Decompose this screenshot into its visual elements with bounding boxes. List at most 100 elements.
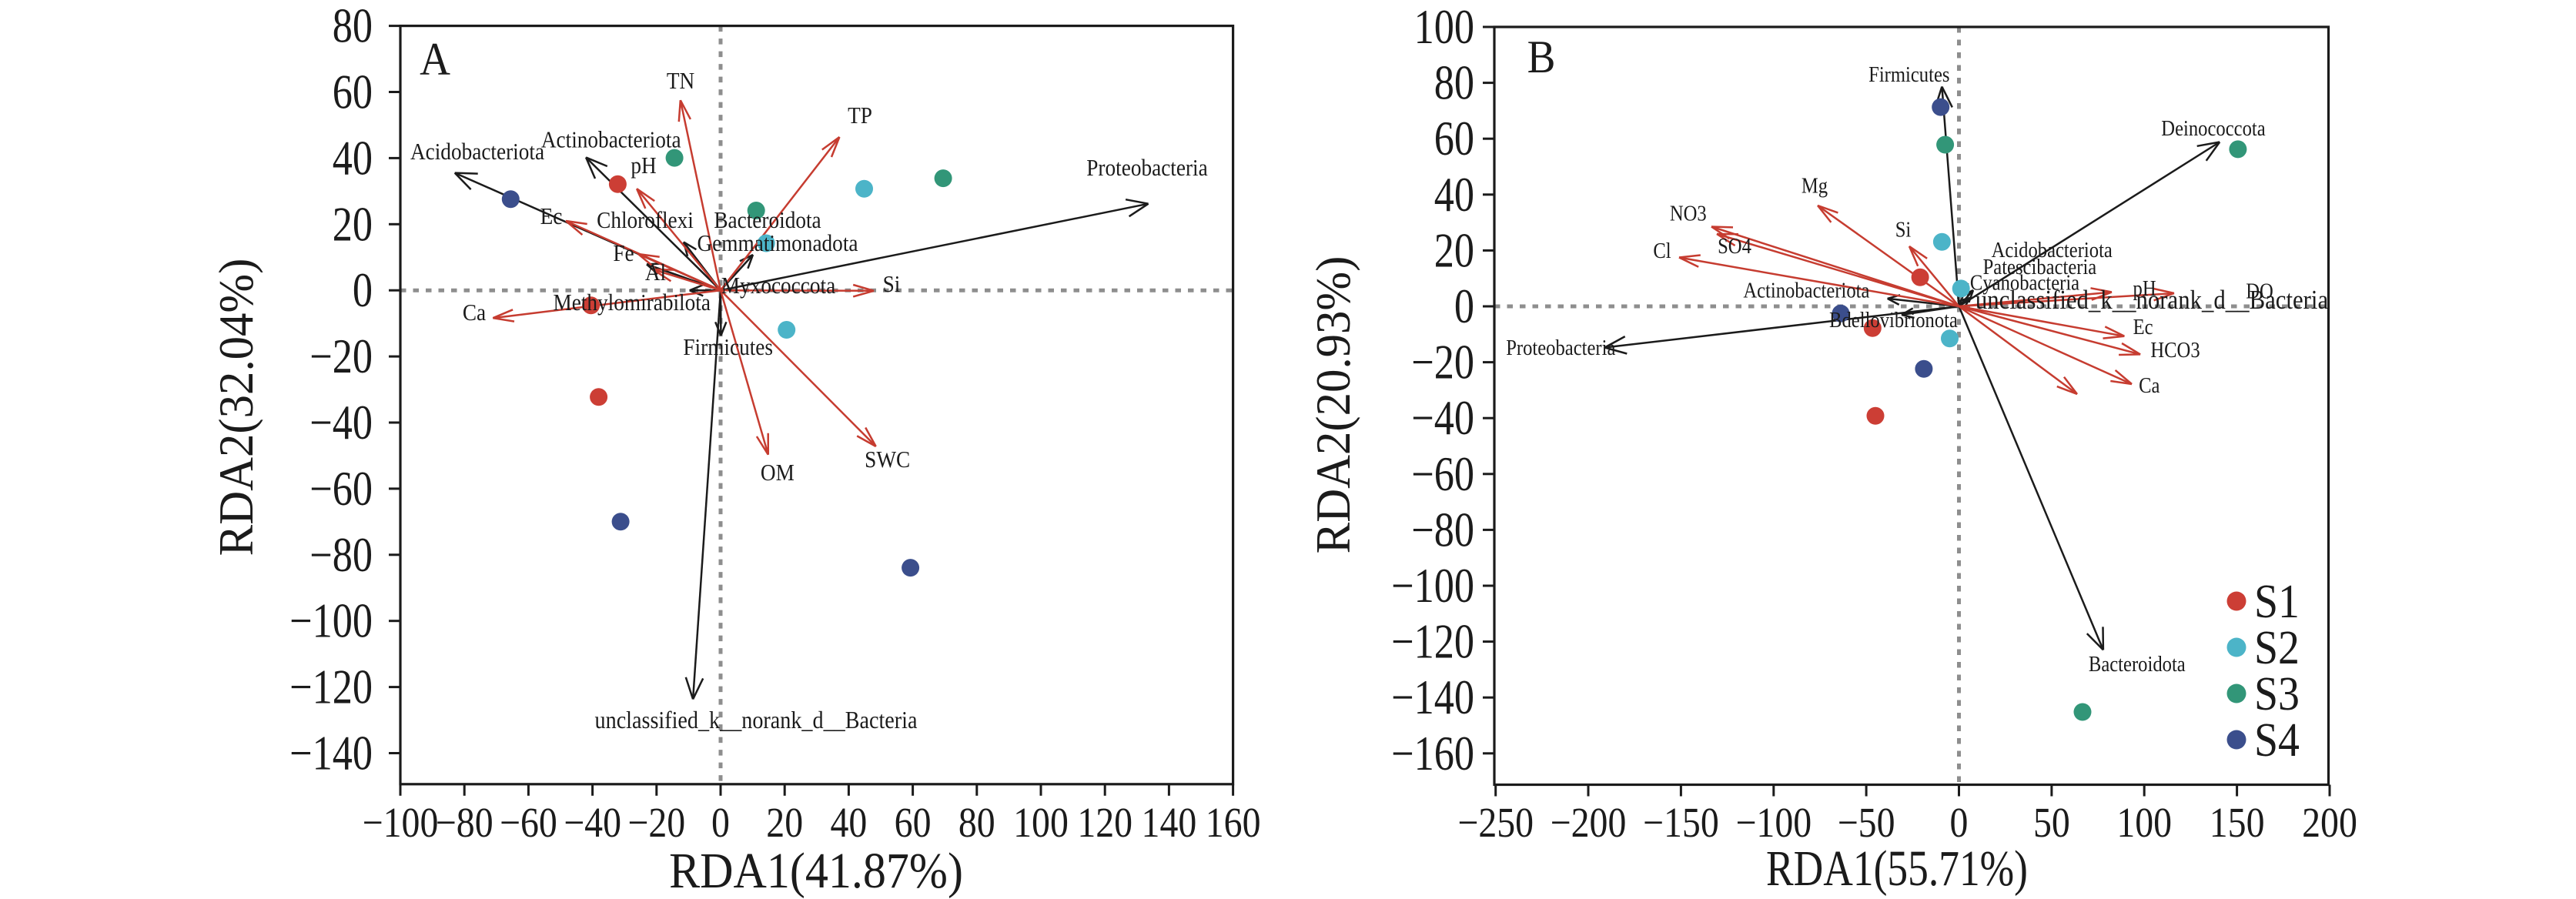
- svg-text:0: 0: [1454, 279, 1474, 333]
- svg-text:S1: S1: [2254, 574, 2300, 627]
- svg-text:Ec: Ec: [2133, 316, 2153, 339]
- svg-text:0: 0: [711, 800, 730, 847]
- svg-text:−150: −150: [1643, 800, 1719, 847]
- svg-text:100: 100: [2116, 800, 2172, 847]
- svg-text:−80: −80: [436, 800, 493, 847]
- svg-text:−80: −80: [1411, 503, 1474, 557]
- svg-text:Si: Si: [883, 271, 901, 297]
- svg-text:−20: −20: [309, 329, 373, 384]
- svg-text:Ca: Ca: [2139, 374, 2160, 398]
- svg-text:−100: −100: [1735, 800, 1812, 847]
- svg-text:pH: pH: [631, 152, 656, 179]
- svg-text:A: A: [420, 35, 450, 85]
- svg-text:20: 20: [333, 197, 373, 252]
- svg-text:Actinobacteriota: Actinobacteriota: [1743, 279, 1869, 302]
- svg-text:Acidobacteriota: Acidobacteriota: [1992, 239, 2113, 262]
- svg-text:Actinobacteriota: Actinobacteriota: [541, 127, 681, 153]
- svg-text:SO4: SO4: [1718, 235, 1751, 259]
- svg-text:−80: −80: [309, 527, 373, 582]
- svg-text:−120: −120: [1391, 614, 1474, 669]
- svg-text:Ca: Ca: [463, 299, 486, 326]
- svg-text:−160: −160: [1391, 726, 1474, 780]
- svg-text:Firmicutes: Firmicutes: [1868, 63, 1949, 87]
- svg-text:200: 200: [2302, 800, 2357, 847]
- svg-text:−50: −50: [1838, 800, 1895, 847]
- svg-text:40: 40: [1434, 167, 1474, 222]
- svg-text:Si: Si: [1895, 218, 1912, 242]
- svg-text:50: 50: [2033, 800, 2070, 847]
- svg-text:40: 40: [830, 800, 867, 847]
- svg-text:Bdellovibrionota: Bdellovibrionota: [1829, 309, 1958, 333]
- svg-text:Bacteroidota: Bacteroidota: [714, 207, 821, 233]
- svg-text:20: 20: [1434, 223, 1474, 278]
- svg-text:Proteobacteria: Proteobacteria: [1506, 336, 1615, 360]
- svg-text:Acidobacteriota: Acidobacteriota: [410, 139, 544, 165]
- svg-text:B: B: [1527, 32, 1556, 83]
- svg-text:TN: TN: [667, 68, 694, 94]
- svg-text:−20: −20: [627, 800, 685, 847]
- svg-text:−60: −60: [1411, 446, 1474, 501]
- svg-text:100: 100: [1414, 0, 1474, 54]
- svg-text:Bacteroidota: Bacteroidota: [2089, 653, 2186, 677]
- svg-text:−200: −200: [1551, 800, 1627, 847]
- svg-text:TP: TP: [848, 102, 872, 129]
- svg-text:Gemmatimonadota: Gemmatimonadota: [697, 230, 858, 256]
- svg-text:Patescibacteria: Patescibacteria: [1983, 256, 2097, 279]
- svg-text:Firmicutes: Firmicutes: [683, 334, 773, 360]
- svg-text:160: 160: [1206, 800, 1261, 847]
- svg-text:120: 120: [1077, 800, 1132, 847]
- svg-text:150: 150: [2210, 800, 2265, 847]
- svg-text:HCO3: HCO3: [2150, 339, 2200, 363]
- svg-text:unclassified_k__norank_d__Bact: unclassified_k__norank_d__Bacteria: [1975, 286, 2329, 315]
- svg-text:Al: Al: [645, 259, 666, 286]
- svg-text:20: 20: [766, 800, 803, 847]
- svg-text:RDA1(41.87%): RDA1(41.87%): [669, 842, 963, 898]
- svg-text:−140: −140: [289, 726, 373, 780]
- svg-text:Chloroflexi: Chloroflexi: [597, 207, 694, 233]
- svg-text:80: 80: [958, 800, 995, 847]
- svg-text:−250: −250: [1457, 800, 1534, 847]
- svg-text:40: 40: [333, 131, 373, 185]
- svg-text:Myxococcota: Myxococcota: [721, 272, 835, 299]
- svg-text:−40: −40: [309, 395, 373, 450]
- svg-text:Deinococcota: Deinococcota: [2161, 117, 2266, 141]
- svg-text:RDA2(32.04%): RDA2(32.04%): [209, 259, 264, 556]
- svg-text:−140: −140: [1391, 670, 1474, 725]
- svg-text:60: 60: [1434, 112, 1474, 166]
- svg-text:60: 60: [895, 800, 932, 847]
- svg-text:80: 80: [333, 0, 373, 53]
- svg-text:−20: −20: [1411, 335, 1474, 389]
- svg-text:S3: S3: [2254, 667, 2300, 720]
- svg-text:−40: −40: [1411, 391, 1474, 446]
- svg-text:Ec: Ec: [540, 203, 563, 229]
- svg-text:60: 60: [333, 65, 373, 119]
- svg-text:RDA1(55.71%): RDA1(55.71%): [1766, 840, 2028, 897]
- svg-text:pH: pH: [2133, 277, 2156, 301]
- svg-text:Cyanobacteria: Cyanobacteria: [1970, 271, 2079, 295]
- svg-text:−60: −60: [500, 800, 557, 847]
- svg-text:DO: DO: [2246, 279, 2273, 303]
- svg-text:Fe: Fe: [613, 240, 634, 266]
- svg-text:−40: −40: [564, 800, 621, 847]
- svg-text:0: 0: [353, 263, 373, 318]
- svg-text:0: 0: [1950, 800, 1969, 847]
- svg-text:140: 140: [1142, 800, 1197, 847]
- svg-text:Proteobacteria: Proteobacteria: [1086, 155, 1208, 181]
- svg-text:S2: S2: [2254, 620, 2300, 673]
- svg-text:SWC: SWC: [865, 446, 910, 473]
- svg-text:80: 80: [1434, 55, 1474, 110]
- svg-text:−100: −100: [363, 800, 439, 847]
- svg-text:−120: −120: [289, 660, 373, 714]
- svg-text:−100: −100: [289, 593, 373, 648]
- svg-text:−100: −100: [1391, 558, 1474, 613]
- svg-text:Mg: Mg: [1802, 174, 1828, 198]
- svg-text:Methylomirabilota: Methylomirabilota: [553, 289, 711, 316]
- svg-text:RDA2(20.93%): RDA2(20.93%): [1306, 256, 1361, 554]
- svg-text:−60: −60: [309, 461, 373, 516]
- svg-text:100: 100: [1013, 800, 1069, 847]
- svg-text:OM: OM: [761, 460, 795, 486]
- svg-text:NO3: NO3: [1670, 202, 1707, 226]
- svg-text:S4: S4: [2254, 713, 2300, 766]
- svg-text:unclassified_k__norank_d__Bact: unclassified_k__norank_d__Bacteria: [595, 706, 918, 734]
- svg-text:Cl: Cl: [1653, 239, 1671, 263]
